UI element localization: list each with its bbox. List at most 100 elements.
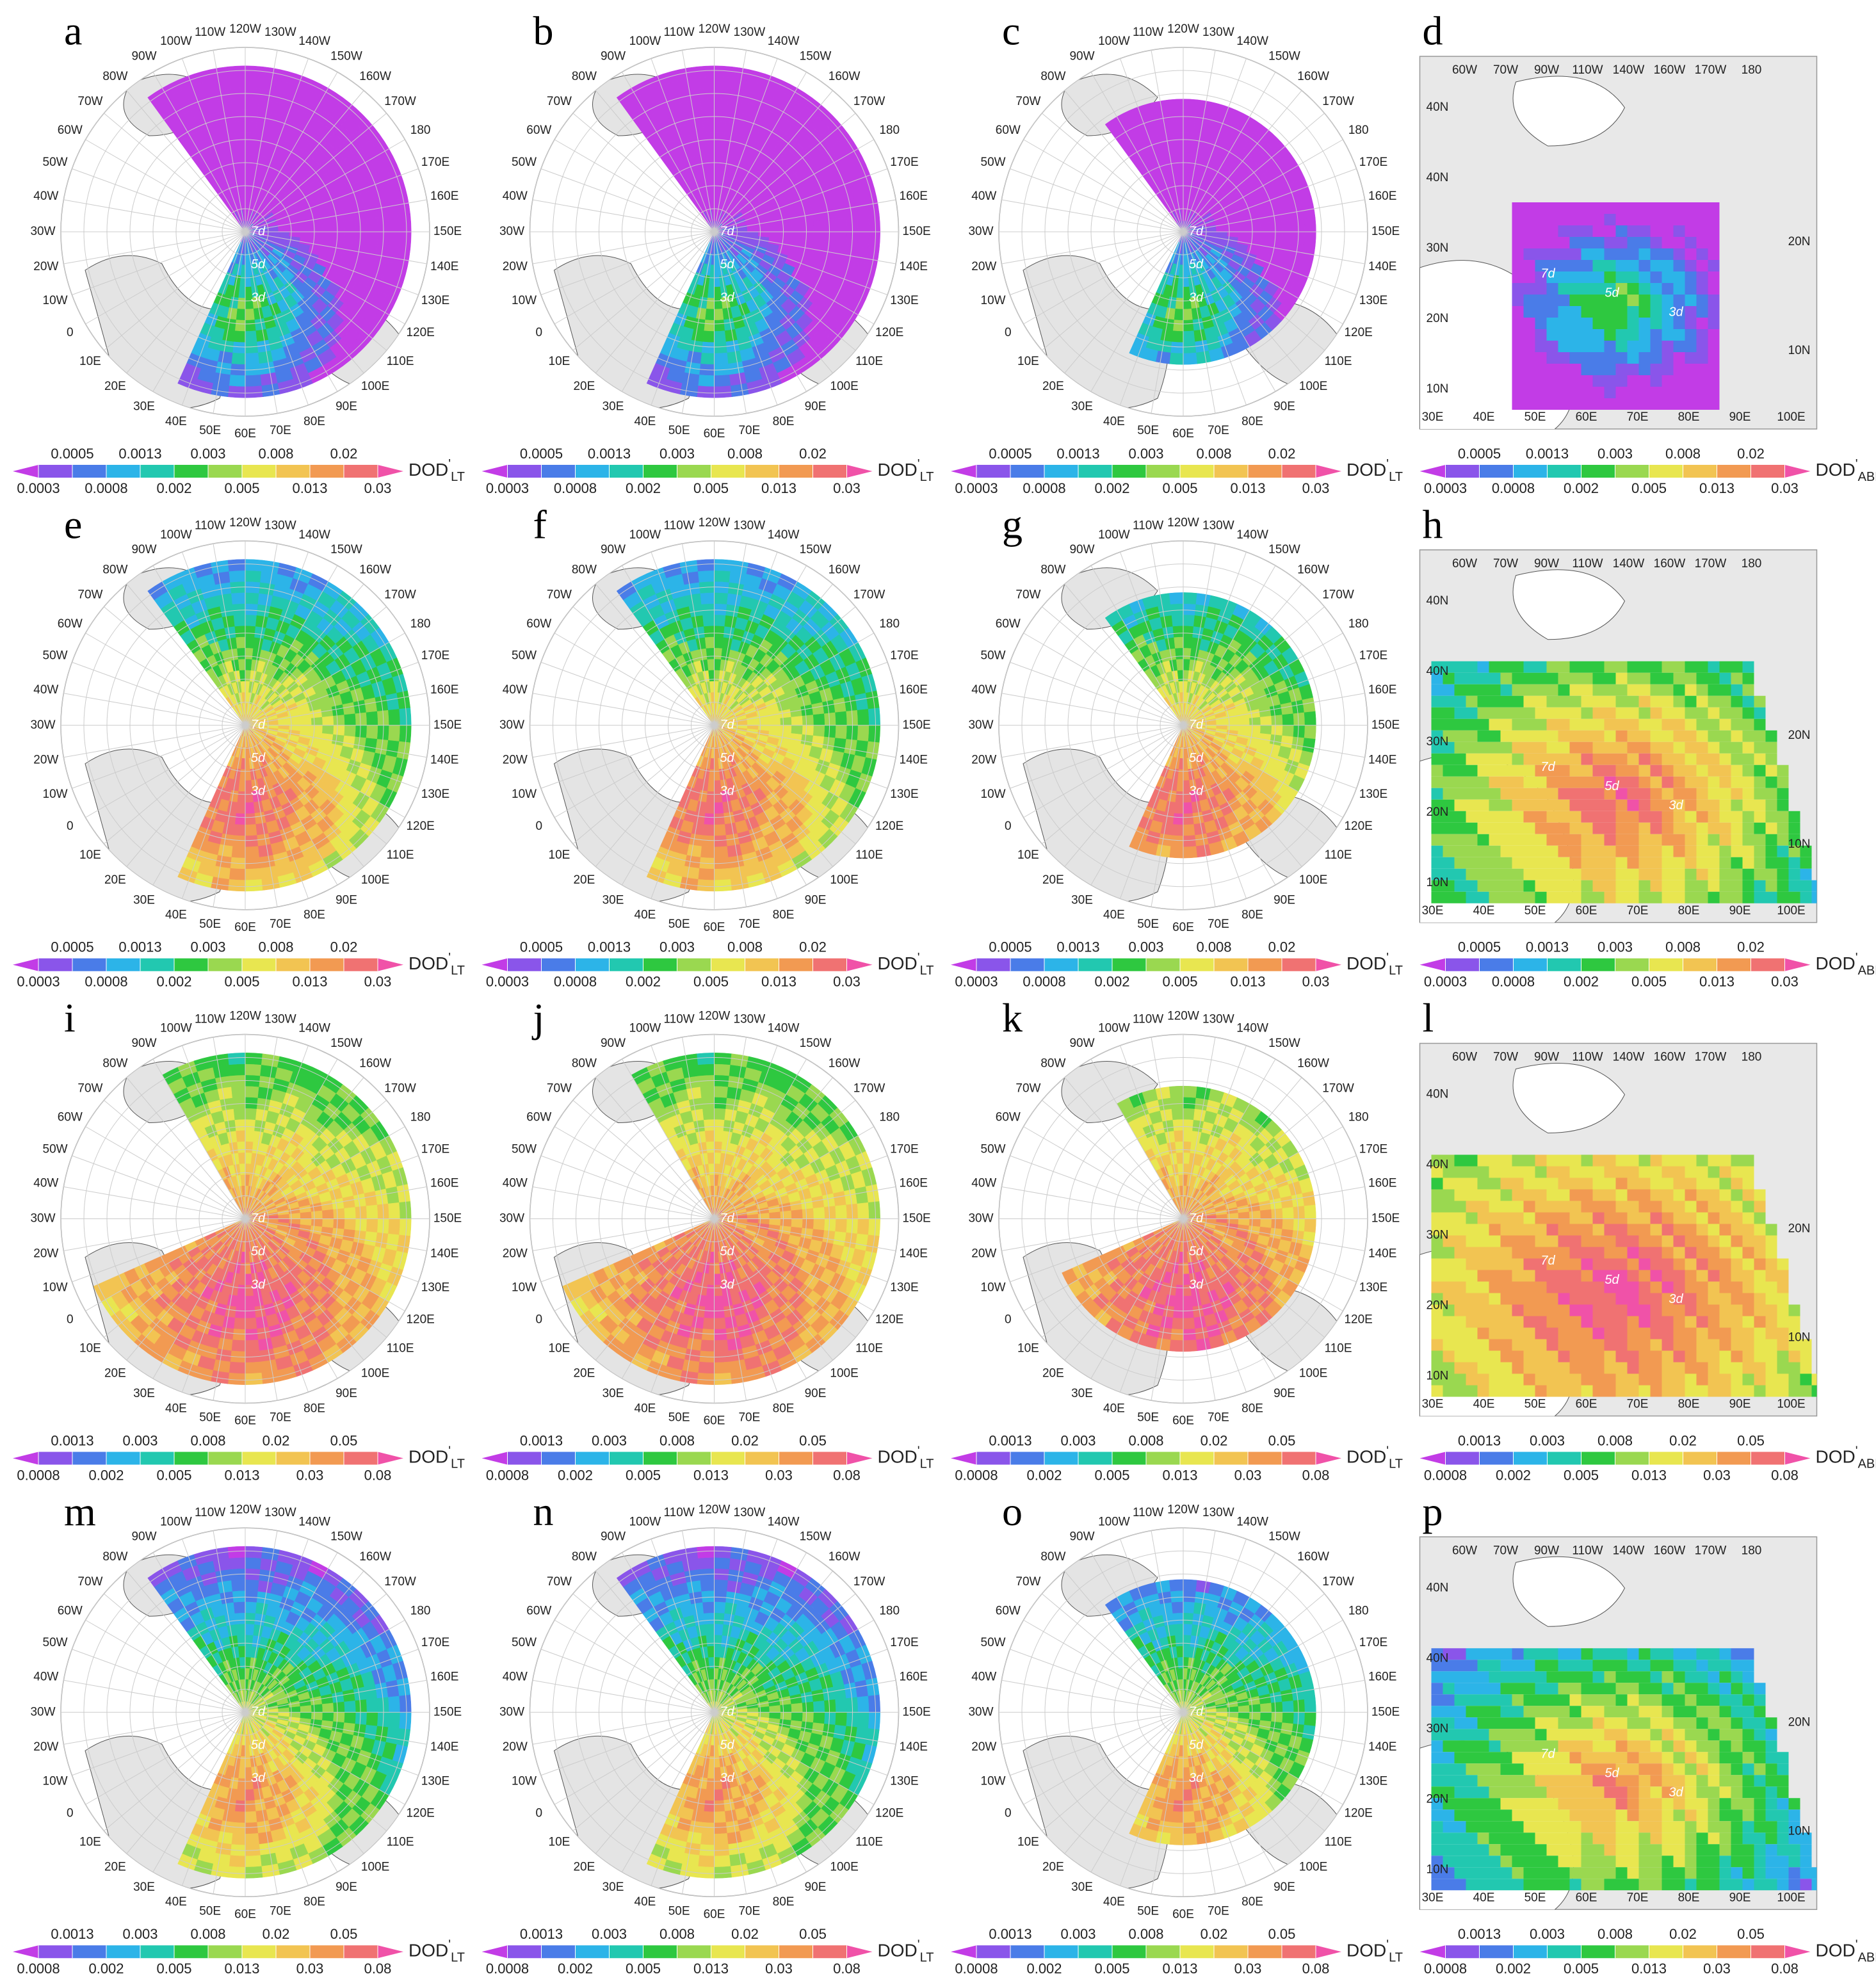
dust-cell — [1604, 202, 1616, 214]
lon-label: 150W — [1268, 49, 1300, 63]
dust-cell — [1650, 318, 1662, 329]
dust-cell — [1558, 283, 1570, 295]
dust-cell — [703, 625, 715, 638]
colorbar-label: 0.02 — [799, 446, 827, 462]
lon-label: 60E — [1172, 921, 1194, 934]
dust-cell — [1558, 776, 1570, 788]
dust-cell — [1638, 845, 1651, 857]
dust-cell — [727, 99, 742, 113]
dust-cell — [232, 341, 246, 354]
colorbar-end — [846, 465, 873, 478]
colorbar-label: 0.03 — [1302, 974, 1330, 990]
dust-cell — [1662, 248, 1674, 260]
dust-cell — [1708, 271, 1720, 283]
dust-cell — [1685, 341, 1697, 352]
lon-label: 70E — [270, 424, 291, 437]
dust-cell — [1604, 398, 1616, 410]
colorbar-segment — [1615, 465, 1649, 478]
lon-label: 140W — [1236, 528, 1268, 542]
contour-label: 5d — [720, 751, 734, 765]
variable-base: DOD — [408, 953, 448, 973]
dust-cell — [1592, 398, 1605, 410]
colorbar-segment — [1683, 465, 1717, 478]
dust-cell — [697, 868, 715, 880]
dust-cell — [234, 625, 246, 638]
dust-cell — [1443, 776, 1455, 788]
colorbar-segment — [106, 465, 141, 478]
dust-cell — [1282, 231, 1295, 244]
dust-cell — [1454, 684, 1466, 696]
meridian — [85, 139, 246, 232]
dust-cell — [1466, 765, 1478, 777]
dust-cell — [1604, 718, 1616, 731]
dust-cell — [1627, 318, 1639, 329]
dust-cell — [1477, 857, 1489, 869]
dust-cell — [1662, 672, 1674, 684]
dust-cell — [1183, 603, 1197, 616]
dust-cell — [311, 716, 323, 725]
dust-cell — [1489, 880, 1501, 892]
dust-cell — [1638, 811, 1651, 823]
dust-cell — [1523, 341, 1535, 352]
dust-cell — [364, 697, 378, 713]
lon-label: 140E — [1368, 260, 1396, 273]
lon-label: 80E — [1678, 410, 1700, 424]
dust-cell — [1183, 592, 1197, 604]
lon-label: 110E — [855, 355, 883, 368]
dust-cell — [1512, 868, 1524, 880]
dust-cell — [1569, 329, 1581, 341]
dust-cell — [300, 224, 312, 232]
lon-label: 50E — [1137, 424, 1159, 437]
dust-cell — [1650, 237, 1662, 248]
dust-cell — [1535, 214, 1547, 225]
dust-cell — [1696, 295, 1708, 306]
variable-sub: LT — [920, 964, 934, 978]
dust-cell — [1569, 375, 1581, 387]
colorbar-segment — [344, 465, 378, 478]
dust-cell — [686, 593, 702, 607]
meridian — [152, 72, 246, 232]
colorbar-segment — [541, 958, 576, 971]
lon-label: 150E — [433, 718, 462, 732]
colorbar-segment — [976, 958, 1011, 971]
dust-cell — [257, 844, 273, 858]
dust-cell — [1172, 625, 1184, 638]
dust-cell — [1546, 661, 1558, 673]
dust-cell — [1627, 225, 1639, 237]
dust-cell — [802, 715, 814, 725]
lon-label: 40W — [33, 190, 58, 203]
colorbar-label: 0.02 — [330, 939, 358, 955]
dust-cell — [1558, 695, 1570, 708]
dust-cell — [1662, 753, 1674, 765]
variable-label: DOD'LT — [1346, 457, 1403, 484]
dust-cell — [1592, 341, 1605, 352]
lat-label: 10N — [1427, 382, 1449, 396]
dust-cell — [1673, 387, 1685, 398]
colorbar-label: 0.0003 — [955, 480, 998, 496]
dust-cell — [714, 109, 727, 122]
lon-label: 30E — [602, 893, 624, 907]
lon-label: 50W — [43, 649, 68, 663]
colorbar-segment — [575, 465, 610, 478]
dust-cell — [1696, 271, 1708, 283]
dust-cell — [1650, 741, 1662, 754]
lon-label: 100W — [1098, 528, 1130, 542]
dust-cell — [1569, 672, 1581, 684]
dust-cell — [1238, 718, 1250, 725]
dust-cell — [238, 658, 246, 671]
dust-cell — [1466, 799, 1478, 811]
dust-cell — [813, 231, 825, 244]
colorbar-label: 0.003 — [659, 446, 695, 462]
dust-cell — [1558, 214, 1570, 225]
dust-cell — [1638, 753, 1651, 765]
dust-cell — [1249, 725, 1261, 734]
dust-cell — [366, 725, 378, 740]
lat-label: 20N — [1788, 235, 1811, 248]
dust-cell — [1627, 880, 1639, 892]
dust-cell — [1512, 283, 1524, 295]
dust-cell — [1604, 753, 1616, 765]
colorbar-end — [846, 958, 873, 971]
dust-cell — [233, 614, 246, 627]
dust-cell — [1662, 398, 1674, 410]
dust-cell — [1512, 214, 1524, 225]
